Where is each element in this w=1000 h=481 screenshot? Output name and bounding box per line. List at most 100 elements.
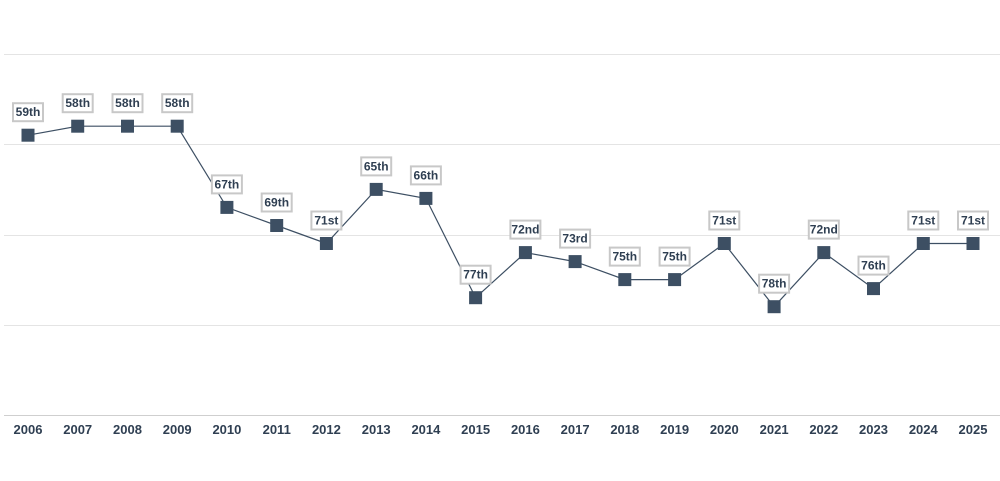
data-label-text: 58th [165, 96, 190, 110]
data-label-2006: 59th [12, 102, 44, 123]
grid-lines [4, 54, 1000, 416]
series-line [27, 125, 973, 308]
data-point-2017 [568, 255, 582, 269]
x-tick-label-2007: 2007 [63, 422, 92, 437]
data-label-text: 77th [463, 268, 488, 282]
data-point-2012 [319, 237, 333, 250]
ranking-series [27, 125, 973, 308]
data-label-2014: 66th [409, 165, 442, 186]
data-label-2020: 71st [708, 210, 741, 231]
data-label-text: 69th [264, 196, 289, 210]
data-point-2023 [867, 282, 880, 296]
x-tick-label-2006: 2006 [14, 422, 43, 437]
data-point-2019 [668, 273, 682, 287]
data-label-box [61, 93, 94, 114]
data-label-2025: 71st [957, 210, 989, 231]
data-point-2025 [966, 237, 980, 250]
data-label-text: 67th [215, 177, 240, 191]
data-label-text: 71st [712, 214, 736, 228]
data-labels: 59th 58th 58th 58th 67th 69th 71st 65th 66th 77th… [12, 93, 989, 294]
x-tick-label-2018: 2018 [610, 422, 639, 437]
data-label-2009: 58th [161, 93, 194, 114]
x-tick-label-2023: 2023 [859, 422, 888, 437]
x-tick-label-2008: 2008 [113, 422, 142, 437]
x-tick-label-2011: 2011 [263, 422, 291, 437]
x-tick-label-2021: 2021 [760, 422, 789, 437]
x-tick-label-2015: 2015 [461, 422, 490, 437]
data-label-box [310, 210, 343, 231]
data-point-2022 [817, 246, 831, 260]
data-label-text: 71st [911, 214, 935, 228]
data-label-box [658, 246, 691, 267]
x-tick-label-2024: 2024 [909, 422, 939, 437]
data-label-box [807, 219, 840, 240]
x-tick-label-2012: 2012 [312, 422, 341, 437]
data-label-2012: 71st [310, 210, 343, 231]
data-label-text: 75th [612, 250, 637, 264]
x-tick-label-2025: 2025 [959, 422, 988, 437]
data-label-box [12, 102, 44, 123]
data-label-text: 58th [65, 96, 90, 110]
data-label-box [111, 93, 144, 114]
x-tick-label-2009: 2009 [163, 422, 192, 437]
data-point-2014 [419, 191, 433, 205]
data-label-box [459, 264, 492, 285]
x-tick-label-2014: 2014 [411, 422, 441, 437]
x-tick-label-2010: 2010 [212, 422, 241, 437]
data-label-box [857, 255, 890, 276]
data-label-box [708, 210, 741, 231]
data-label-box [360, 156, 393, 177]
data-label-box [758, 273, 791, 294]
x-tick-label-2022: 2022 [809, 422, 838, 437]
data-point-2016 [518, 246, 532, 260]
x-tick-label-2019: 2019 [660, 422, 689, 437]
data-label-box [409, 165, 442, 186]
x-tick-label-2020: 2020 [710, 422, 739, 437]
data-label-text: 72nd [810, 223, 838, 237]
data-label-2008: 58th [111, 93, 144, 114]
data-label-text: 59th [16, 105, 41, 119]
data-point-2010 [220, 200, 234, 214]
data-point-2008 [121, 119, 134, 133]
data-label-2021: 78th [758, 273, 791, 294]
x-tick-label-2013: 2013 [362, 422, 391, 437]
data-label-box [608, 246, 641, 267]
data-point-2011 [270, 219, 284, 232]
data-label-2024: 71st [907, 210, 940, 231]
data-point-2024 [916, 237, 930, 250]
data-label-box [509, 219, 542, 240]
data-label-box [907, 210, 940, 231]
data-point-2013 [369, 182, 383, 196]
data-label-2022: 72nd [807, 219, 840, 240]
data-label-2011: 69th [260, 192, 293, 213]
x-axis-ticks: 2006 2007 2008 2009 2010 2011 2012 2013 2014 2015… [14, 422, 988, 437]
data-label-2023: 76th [857, 255, 890, 276]
x-tick-label-2017: 2017 [561, 422, 590, 437]
data-label-box [957, 210, 989, 231]
data-point-2015 [469, 291, 483, 305]
data-label-box [559, 228, 592, 249]
x-tick-label-2016: 2016 [511, 422, 540, 437]
data-label-text: 71st [314, 214, 338, 228]
data-point-2009 [170, 119, 184, 133]
data-label-2017: 73rd [559, 228, 592, 249]
data-label-2016: 72nd [509, 219, 542, 240]
data-label-2019: 75th [658, 246, 691, 267]
data-label-text: 71st [961, 214, 985, 228]
data-label-text: 58th [115, 96, 140, 110]
data-label-2010: 67th [210, 174, 243, 195]
data-markers [21, 119, 980, 314]
data-point-2020 [717, 237, 731, 250]
data-label-text: 76th [861, 259, 886, 273]
data-label-2018: 75th [608, 246, 641, 267]
data-label-text: 66th [414, 168, 439, 182]
data-label-box [210, 174, 243, 195]
data-point-2007 [71, 119, 85, 133]
data-label-2007: 58th [61, 93, 94, 114]
data-label-2013: 65th [360, 156, 393, 177]
data-label-text: 72nd [511, 223, 539, 237]
data-label-text: 73rd [562, 232, 587, 246]
data-label-box [161, 93, 194, 114]
data-label-box [260, 192, 293, 213]
data-label-text: 78th [762, 277, 787, 291]
